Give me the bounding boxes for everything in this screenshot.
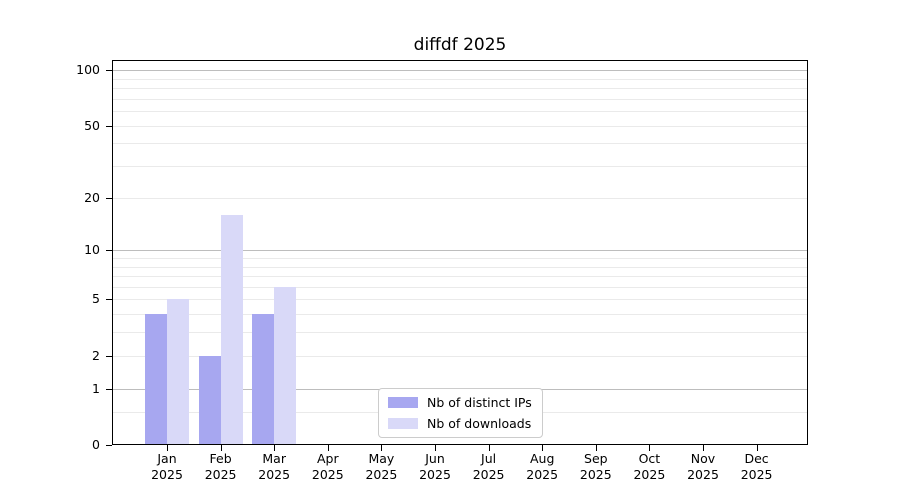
gridline-major: [112, 250, 808, 252]
bar-distinct-ips-feb: [198, 355, 221, 445]
x-tick-mark: [649, 445, 651, 451]
x-tick-label: Jan 2025: [151, 451, 183, 482]
x-tick-mark: [381, 445, 383, 451]
y-tick-mark: [106, 388, 112, 390]
x-tick-mark: [488, 445, 490, 451]
bar-distinct-ips-jan: [145, 314, 167, 445]
y-tick-label: 50: [84, 117, 100, 133]
gridline-minor: [112, 125, 808, 127]
legend: Nb of distinct IPs Nb of downloads: [378, 388, 543, 438]
gridline-minor: [112, 286, 808, 288]
x-tick-mark: [274, 445, 276, 451]
legend-item-downloads: Nb of downloads: [388, 416, 533, 431]
x-tick-mark: [220, 445, 222, 451]
x-tick-mark: [703, 445, 704, 451]
legend-swatch-downloads: [388, 418, 418, 429]
chart-title: diffdf 2025: [413, 35, 507, 55]
bar-distinct-ips-mar: [252, 314, 275, 445]
x-tick-mark: [327, 445, 329, 451]
gridline-minor: [112, 276, 808, 277]
gridline-minor: [112, 314, 808, 316]
x-tick-label: Jun 2025: [419, 451, 451, 482]
legend-item-distinct-ips: Nb of distinct IPs: [388, 395, 533, 410]
y-tick-label: 2: [92, 347, 100, 363]
x-tick-label: Apr 2025: [311, 451, 344, 482]
x-tick-mark: [435, 445, 436, 451]
y-tick-mark: [106, 355, 112, 357]
y-tick-label: 10: [84, 242, 100, 258]
legend-label-downloads: Nb of downloads: [427, 416, 532, 431]
bar-downloads-mar: [274, 286, 297, 445]
bar-downloads-feb: [220, 214, 243, 445]
x-tick-label: Feb 2025: [204, 451, 237, 482]
gridline-minor: [112, 266, 808, 268]
y-tick-label: 100: [76, 62, 100, 77]
x-tick-label: Nov 2025: [687, 451, 719, 482]
gridline-minor: [112, 355, 808, 357]
gridline-minor: [112, 87, 808, 89]
x-tick-label: Aug 2025: [526, 451, 559, 482]
gridline-minor: [112, 111, 808, 112]
y-tick-label: 1: [92, 380, 100, 396]
y-tick-mark: [106, 197, 112, 199]
bar-downloads-jan: [167, 299, 189, 445]
gridline-major: [112, 70, 808, 71]
gridline-minor: [112, 98, 808, 100]
x-tick-mark: [595, 445, 597, 451]
y-tick-label: 5: [92, 291, 100, 307]
gridline-minor: [112, 166, 808, 167]
legend-label-distinct-ips: Nb of distinct IPs: [427, 395, 532, 410]
x-tick-label: Oct 2025: [633, 451, 666, 482]
y-tick-mark: [106, 250, 112, 252]
x-tick-mark: [756, 445, 758, 451]
y-tick-mark: [106, 125, 112, 127]
y-tick-mark: [106, 70, 112, 71]
gridline-minor: [112, 299, 808, 301]
x-tick-mark: [167, 445, 168, 451]
y-tick-label: 20: [84, 189, 100, 205]
x-tick-mark: [542, 445, 544, 451]
legend-swatch-distinct-ips: [388, 397, 418, 408]
gridline-minor: [112, 78, 808, 80]
x-tick-label: Jul 2025: [472, 451, 505, 482]
x-tick-label: Dec 2025: [740, 451, 773, 482]
y-tick-mark: [106, 299, 112, 301]
gridline-minor: [112, 197, 808, 199]
gridline-minor: [112, 143, 808, 145]
y-tick-label: 0: [92, 437, 100, 452]
x-tick-label: Mar 2025: [258, 451, 291, 482]
gridline-minor: [112, 332, 808, 334]
x-tick-label: Sep 2025: [579, 451, 612, 482]
plot-area: [112, 60, 808, 445]
y-tick-mark: [106, 445, 112, 446]
x-tick-label: May 2025: [365, 451, 398, 482]
gridline-minor: [112, 257, 808, 259]
